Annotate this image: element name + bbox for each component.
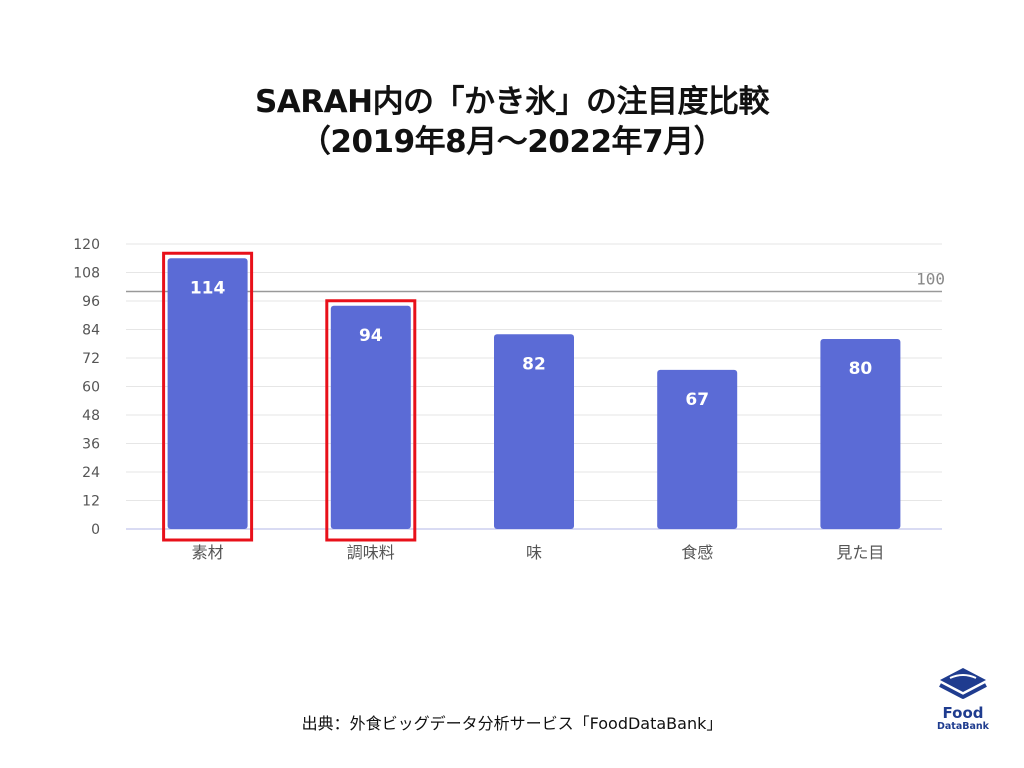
reference-line-label: 100 (916, 270, 945, 289)
x-tick-label: 見た目 (836, 543, 884, 562)
x-tick-label: 素材 (192, 543, 224, 562)
y-tick-label: 96 (82, 294, 100, 310)
x-tick-label: 食感 (681, 543, 713, 562)
y-tick-label: 108 (73, 266, 100, 282)
bar (657, 369, 738, 529)
data-label: 114 (190, 278, 226, 298)
y-tick-label: 72 (82, 351, 100, 367)
x-tick-label: 味 (526, 543, 542, 562)
y-tick-label: 48 (82, 408, 100, 424)
data-label: 80 (849, 359, 873, 379)
x-tick-label: 調味料 (347, 543, 395, 562)
bar-chart: 0 12 24 36 48 60 72 84 96 108 120 100 114 素材 94 調味料 82 味 6… (73, 237, 945, 562)
y-tick-label: 36 (82, 437, 100, 453)
logo-word: Food (942, 704, 984, 722)
y-tick-label: 12 (82, 494, 100, 510)
y-tick-label: 120 (73, 237, 100, 253)
highlight-box (162, 251, 254, 542)
y-tick-label: 84 (82, 323, 100, 339)
logo-subword: DataBank (937, 721, 989, 732)
source-note: 出典：外食ビッグデータ分析サービス「FoodDataBank」 (301, 714, 723, 733)
bar (494, 334, 574, 529)
chart-title-line-2: （2019年8月～2022年7月） (299, 124, 725, 160)
y-tick-label: 0 (91, 522, 100, 538)
bar (330, 305, 411, 529)
data-label: 94 (359, 326, 383, 346)
data-label: 82 (522, 354, 546, 374)
bar (820, 339, 901, 529)
chart-title-line-1: SARAH内の「かき氷」の注目度比較 (254, 84, 770, 120)
bar (167, 258, 248, 529)
highlight-box (325, 299, 417, 542)
y-tick-label: 60 (82, 380, 100, 396)
y-tick-label: 24 (82, 465, 100, 481)
data-label: 67 (685, 390, 709, 410)
fooddatabank-logo: Food DataBank (928, 666, 998, 736)
stacked-layers-icon (939, 668, 987, 699)
